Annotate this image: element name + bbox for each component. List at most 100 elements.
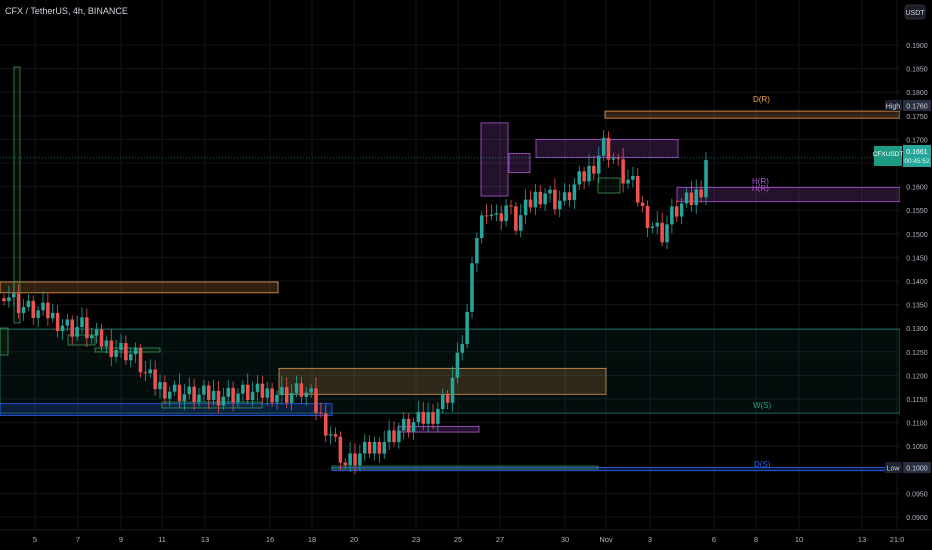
base-box — [13, 66, 21, 324]
candle-body — [104, 340, 109, 347]
candle-body — [158, 382, 162, 390]
candle-body — [397, 430, 401, 443]
candle-body — [294, 383, 299, 394]
y-tick-label: 0.1900 — [906, 43, 928, 50]
candle-body — [655, 222, 660, 227]
y-tick-label: 0.1700 — [906, 137, 928, 144]
candle-body — [60, 325, 65, 331]
candle-body — [665, 224, 669, 243]
candle-body — [275, 394, 279, 403]
x-tick-label: 6 — [712, 535, 716, 544]
x-tick-label: 8 — [754, 535, 758, 544]
candle-body — [75, 327, 79, 337]
candle-body — [699, 189, 703, 198]
zone-purple — [397, 425, 480, 433]
candle-body — [567, 192, 572, 201]
candle-body — [621, 159, 625, 184]
candle-body — [50, 312, 55, 319]
candle-body — [548, 189, 552, 194]
candle-body — [26, 300, 31, 307]
candle-body — [704, 159, 708, 198]
candle-body — [475, 238, 479, 264]
candle-body — [16, 293, 21, 314]
y-tick-label: 0.1750 — [906, 114, 928, 121]
candle-body — [450, 377, 455, 403]
x-tick-label: 21:0 — [890, 535, 905, 544]
candle-body — [319, 412, 323, 414]
candle-body — [41, 302, 45, 311]
candle-body — [587, 165, 591, 182]
x-tick-label: 9 — [119, 535, 123, 544]
candle-body — [284, 387, 289, 403]
unit-button[interactable] — [904, 4, 926, 20]
x-tick-label: 13 — [201, 535, 209, 544]
candle-body — [245, 384, 250, 401]
low-value-bg — [903, 462, 931, 473]
candles — [2, 129, 708, 475]
candle-body — [128, 354, 133, 361]
x-tick-label: 18 — [308, 535, 316, 544]
candle-body — [421, 411, 426, 424]
y-tick-label: 0.1350 — [906, 303, 928, 310]
candle-body — [489, 214, 494, 217]
low-label-bg — [885, 462, 902, 473]
candle-body — [372, 441, 377, 454]
candle-body — [138, 348, 143, 373]
candle-body — [36, 310, 40, 319]
candle-body — [192, 386, 196, 403]
y-tick-label: 0.1600 — [906, 185, 928, 192]
high-marker: High 0.1760 — [885, 100, 931, 111]
candle-body — [221, 396, 226, 406]
x-tick-label: 23 — [412, 535, 420, 544]
label-d-s: D(S) — [754, 460, 771, 469]
candle-body — [631, 175, 635, 180]
price-axis[interactable]: USDT 0.19000.18500.18000.17500.17000.165… — [900, 0, 932, 530]
candle-body — [426, 412, 430, 424]
label-w-s: W(S) — [753, 401, 772, 410]
candle-body — [650, 226, 655, 228]
high-label: High — [886, 104, 901, 111]
candle-body — [635, 175, 640, 203]
x-tick-label: 3 — [648, 535, 652, 544]
candle-body — [406, 418, 411, 433]
x-tick-label: 20 — [350, 535, 358, 544]
zone-orange — [0, 281, 279, 294]
candle-body — [582, 171, 586, 182]
high-value-bg — [903, 100, 931, 111]
base-box — [0, 327, 9, 356]
high-value: 0.1760 — [906, 104, 928, 111]
candle-body — [367, 441, 372, 454]
candle-body — [119, 343, 123, 350]
candle-body — [109, 340, 114, 357]
x-tick-label: 13 — [858, 535, 866, 544]
candle-body — [538, 191, 543, 205]
candle-body — [660, 222, 664, 243]
high-label-bg — [885, 100, 902, 111]
candle-body — [577, 171, 582, 185]
candle-body — [206, 385, 211, 400]
candle-body — [299, 383, 304, 397]
candle-body — [518, 215, 523, 231]
candle-body — [216, 390, 221, 406]
candle-body — [250, 391, 255, 401]
candle-body — [382, 442, 387, 454]
candle-body — [679, 203, 684, 217]
y-tick-label: 0.1250 — [906, 350, 928, 357]
candle-body — [455, 352, 460, 378]
candle-body — [309, 388, 313, 393]
zone-blue — [0, 403, 333, 416]
candle-body — [509, 205, 513, 207]
candle-body — [153, 369, 157, 390]
candle-body — [270, 388, 274, 403]
candle-body — [640, 202, 645, 206]
candle-body — [596, 155, 601, 174]
x-tick-label: 27 — [496, 535, 504, 544]
candle-body — [289, 393, 294, 403]
y-tick-label: 0.1800 — [906, 90, 928, 97]
candle-body — [611, 158, 616, 160]
candle-body — [543, 193, 547, 205]
time-axis[interactable]: 5 7 9 11 13 16 18 20 23 25 27 30 Nov 3 6 8 10 13 21:0 — [0, 529, 932, 544]
candle-body — [314, 388, 318, 413]
low-value: 0.1000 — [906, 466, 928, 473]
